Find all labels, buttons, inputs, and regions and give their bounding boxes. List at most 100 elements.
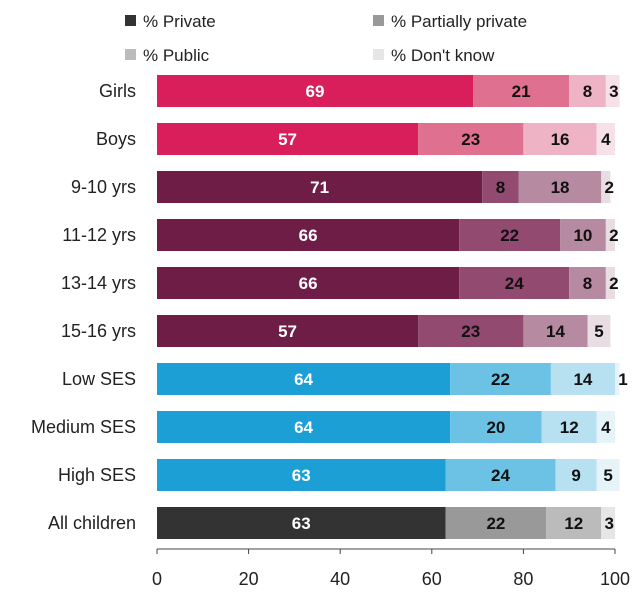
data-label-boys-partially-private: 23 [461,130,480,149]
bar-medium-ses-public [541,411,597,443]
bar-girls-private [157,75,474,107]
bar-medium-ses-private [157,411,451,443]
bar-high-ses-private [157,459,446,491]
data-label-girls-private: 69 [306,82,325,101]
bar-15-16-yrs-public [523,315,588,347]
category-label-girls: Girls [99,81,136,101]
bar-low-ses-don-t-know [615,363,620,395]
legend-label-private: % Private [143,12,216,31]
category-label-high-ses: High SES [58,465,136,485]
data-label-medium-ses-private: 64 [294,418,313,437]
bar-13-14-yrs-public [569,267,606,299]
data-label-15-16-yrs-don-t-know: 5 [594,322,603,341]
category-label-medium-ses: Medium SES [31,417,136,437]
bar-high-ses-partially-private [445,459,556,491]
data-label-medium-ses-don-t-know: 4 [601,418,611,437]
bar-all-children-don-t-know [601,507,615,539]
category-label-low-ses: Low SES [62,369,136,389]
legend-swatch-partially-private [373,15,384,26]
legend-label-don-t-know: % Don't know [391,46,495,65]
bar-low-ses-private [157,363,451,395]
category-label-11-12-yrs: 11-12 yrs [62,225,136,245]
bar-15-16-yrs-don-t-know [587,315,611,347]
data-label-medium-ses-partially-private: 20 [486,418,505,437]
data-label-15-16-yrs-partially-private: 23 [461,322,480,341]
bar-13-14-yrs-don-t-know [605,267,615,299]
data-label-all-children-partially-private: 22 [486,514,505,533]
data-label-11-12-yrs-private: 66 [299,226,318,245]
x-tick-label-20: 20 [239,569,259,589]
data-label-15-16-yrs-private: 57 [278,322,297,341]
data-label-medium-ses-public: 12 [560,418,579,437]
bar-11-12-yrs-don-t-know [605,219,615,251]
x-tick-label-60: 60 [422,569,442,589]
data-label-low-ses-don-t-know: 1 [618,370,627,389]
bar-11-12-yrs-public [560,219,606,251]
data-label-15-16-yrs-public: 14 [546,322,565,341]
data-label-boys-public: 16 [551,130,570,149]
bar-medium-ses-partially-private [450,411,542,443]
bar-9-10-yrs-public [518,171,602,203]
x-tick-label-80: 80 [513,569,533,589]
bar-13-14-yrs-private [157,267,460,299]
data-label-9-10-yrs-private: 71 [310,178,329,197]
data-label-boys-private: 57 [278,130,297,149]
bar-all-children-public [546,507,602,539]
data-label-11-12-yrs-public: 10 [573,226,592,245]
category-label-13-14-yrs: 13-14 yrs [61,273,136,293]
data-label-13-14-yrs-public: 8 [583,274,592,293]
data-label-high-ses-private: 63 [292,466,311,485]
data-label-13-14-yrs-private: 66 [299,274,318,293]
data-label-girls-public: 8 [583,82,592,101]
bar-medium-ses-don-t-know [596,411,615,443]
bar-boys-public [523,123,597,155]
bar-11-12-yrs-private [157,219,460,251]
data-label-low-ses-partially-private: 22 [491,370,510,389]
bar-boys-partially-private [418,123,524,155]
data-label-high-ses-don-t-know: 5 [603,466,612,485]
bar-15-16-yrs-private [157,315,419,347]
category-label-all-children: All children [48,513,136,533]
data-label-13-14-yrs-partially-private: 24 [505,274,524,293]
bar-high-ses-public [555,459,597,491]
legend-swatch-private [125,15,136,26]
data-label-low-ses-public: 14 [573,370,592,389]
legend-label-partially-private: % Partially private [391,12,527,31]
data-label-girls-don-t-know: 3 [609,82,618,101]
category-label-boys: Boys [96,129,136,149]
bar-girls-public [569,75,606,107]
data-label-all-children-public: 12 [564,514,583,533]
category-label-9-10-yrs: 9-10 yrs [71,177,136,197]
data-label-girls-partially-private: 21 [512,82,531,101]
bar-all-children-partially-private [445,507,547,539]
data-label-high-ses-partially-private: 24 [491,466,510,485]
legend-label-public: % Public [143,46,210,65]
bar-high-ses-don-t-know [596,459,620,491]
bar-13-14-yrs-partially-private [459,267,570,299]
bar-9-10-yrs-don-t-know [601,171,611,203]
bar-11-12-yrs-partially-private [459,219,561,251]
bar-9-10-yrs-private [157,171,483,203]
data-label-low-ses-private: 64 [294,370,313,389]
data-label-11-12-yrs-partially-private: 22 [500,226,519,245]
data-label-9-10-yrs-don-t-know: 2 [605,178,614,197]
x-tick-label-0: 0 [152,569,162,589]
category-label-15-16-yrs: 15-16 yrs [61,321,136,341]
legend-swatch-public [125,49,136,60]
data-label-13-14-yrs-don-t-know: 2 [609,274,618,293]
data-label-11-12-yrs-don-t-know: 2 [609,226,618,245]
data-label-boys-don-t-know: 4 [601,130,611,149]
bar-girls-don-t-know [605,75,620,107]
data-label-high-ses-public: 9 [571,466,580,485]
data-label-all-children-don-t-know: 3 [605,514,614,533]
bar-15-16-yrs-partially-private [418,315,524,347]
legend-swatch-don-t-know [373,49,384,60]
bar-9-10-yrs-partially-private [482,171,519,203]
data-label-9-10-yrs-partially-private: 8 [496,178,505,197]
bar-low-ses-partially-private [450,363,551,395]
bar-all-children-private [157,507,446,539]
bar-boys-private [157,123,419,155]
bar-boys-don-t-know [596,123,615,155]
x-tick-label-100: 100 [600,569,630,589]
